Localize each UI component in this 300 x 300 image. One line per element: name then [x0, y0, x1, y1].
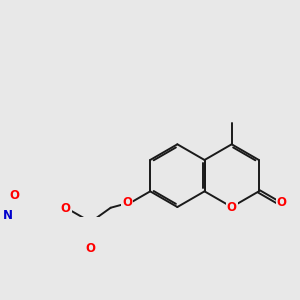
- Text: O: O: [277, 196, 287, 209]
- Text: N: N: [3, 209, 13, 222]
- Text: O: O: [227, 200, 237, 214]
- Text: O: O: [86, 242, 96, 255]
- Text: O: O: [61, 202, 71, 215]
- Text: O: O: [122, 196, 132, 208]
- Text: O: O: [10, 189, 20, 203]
